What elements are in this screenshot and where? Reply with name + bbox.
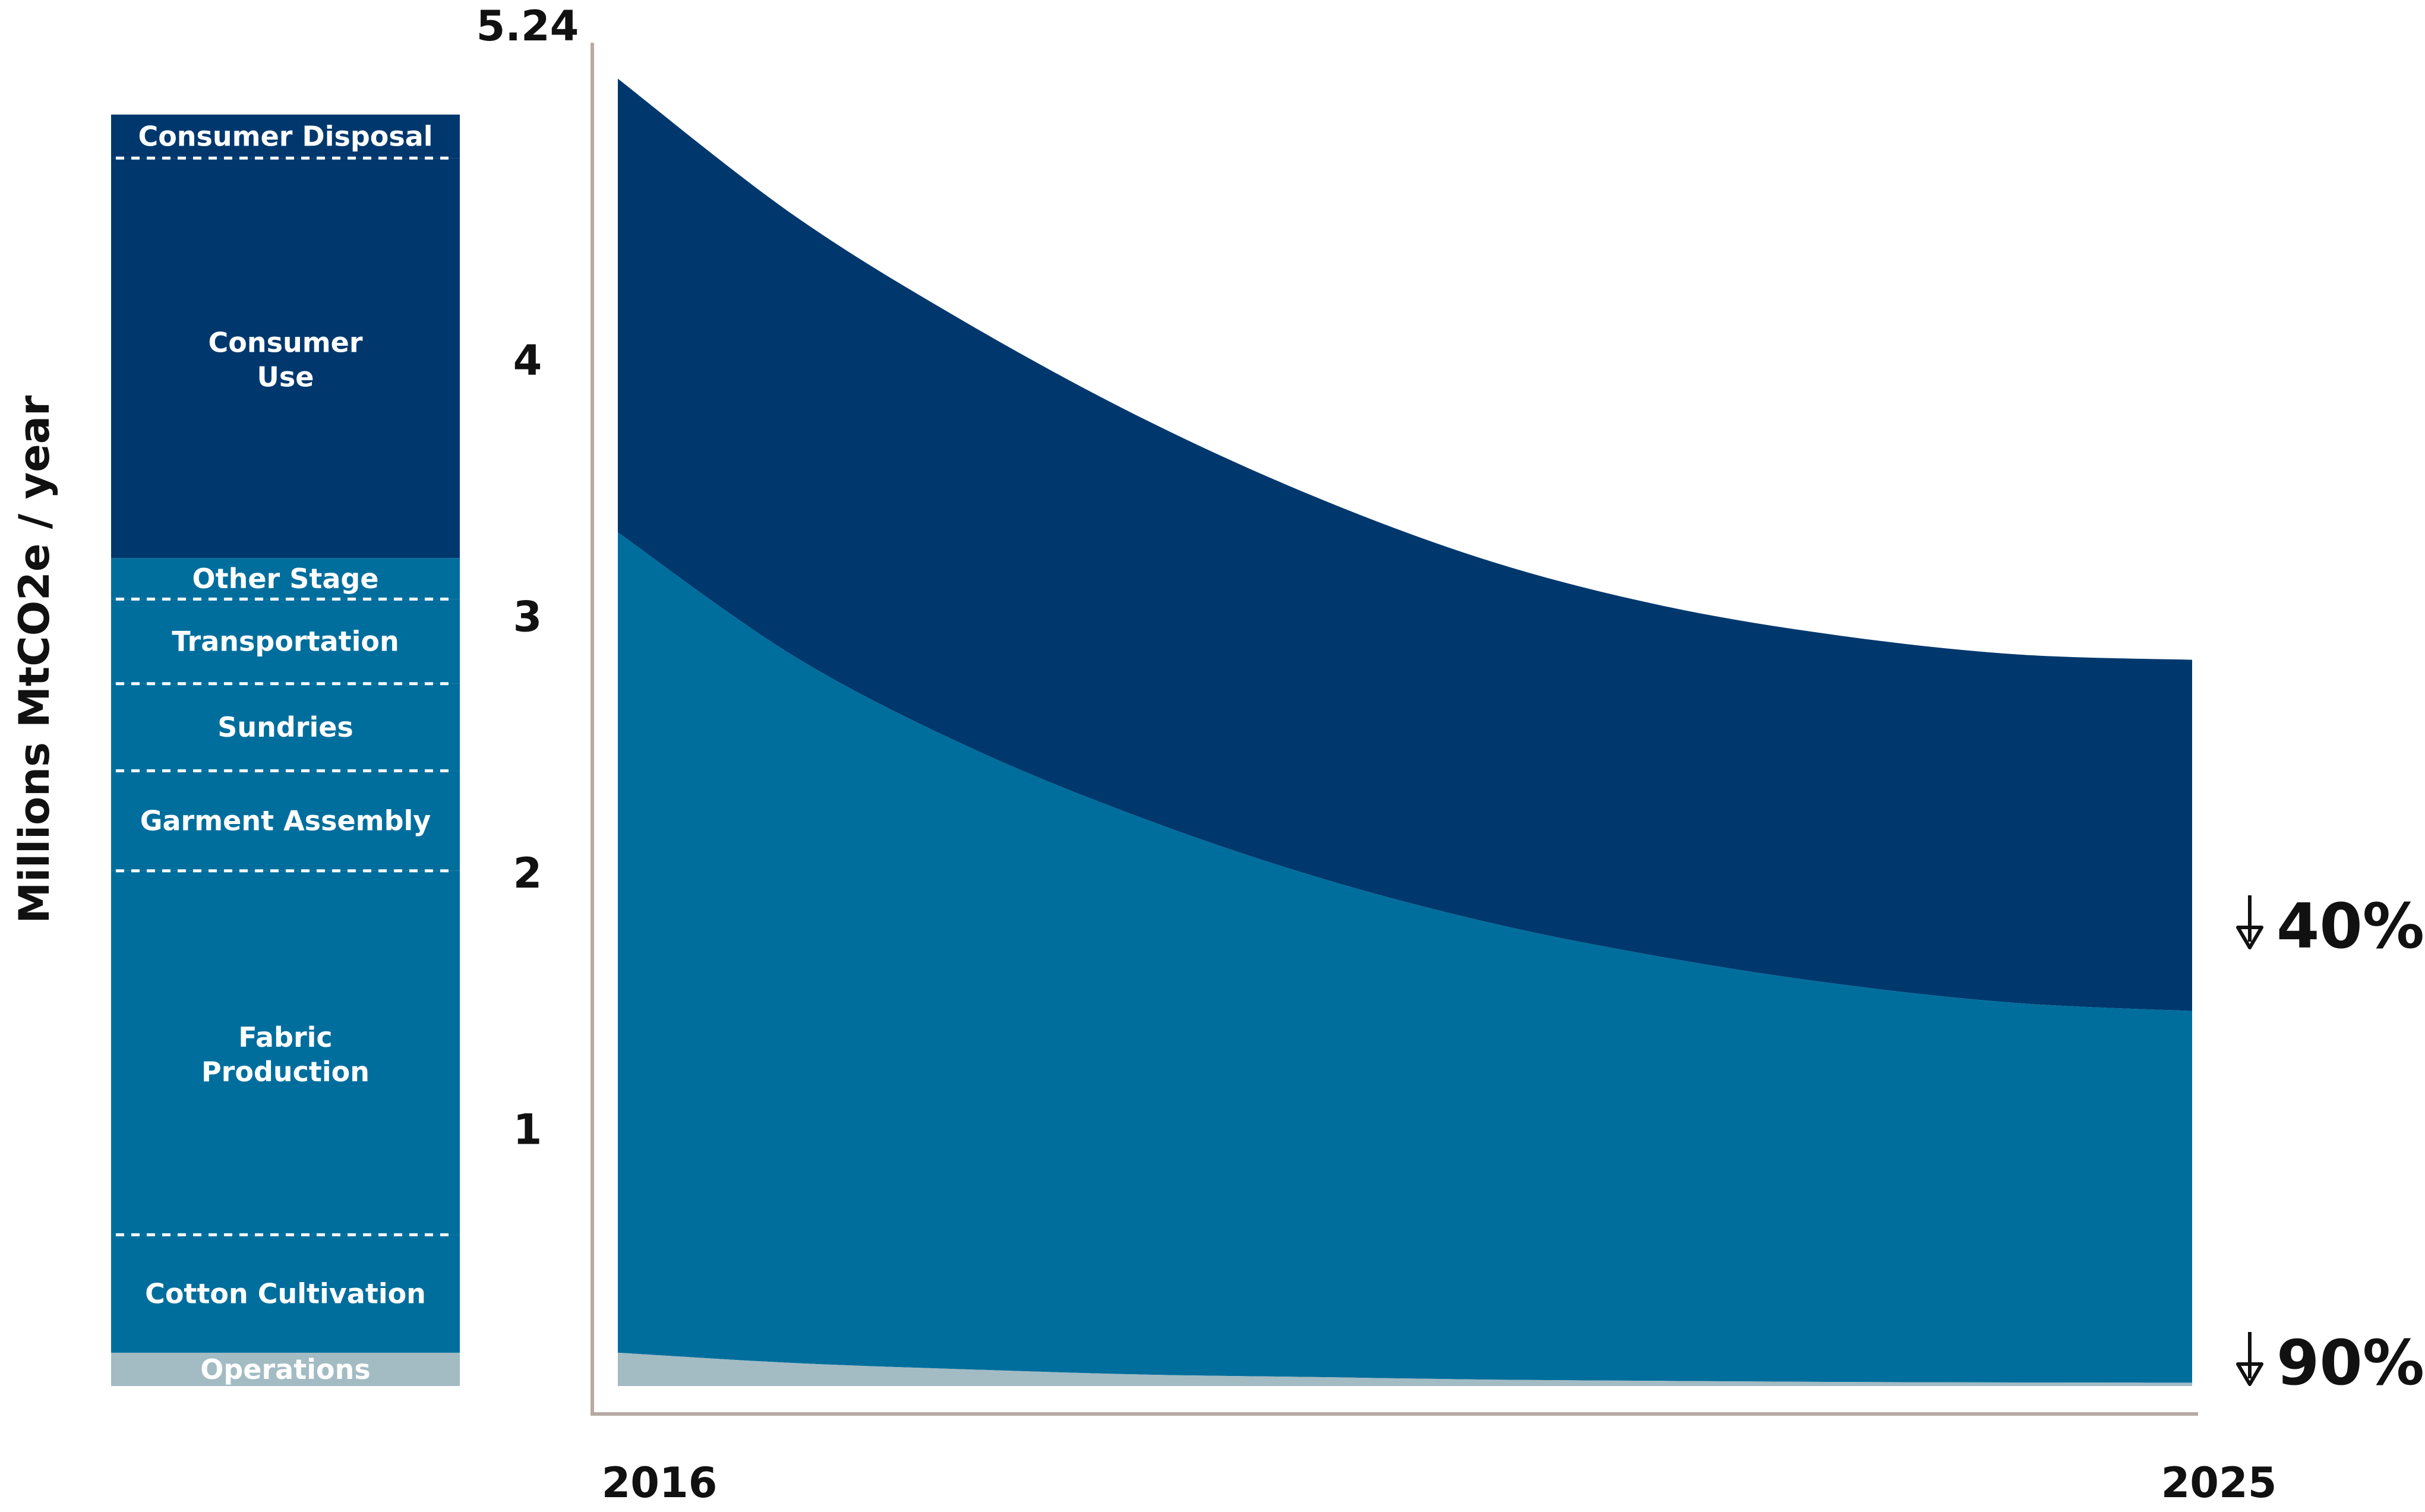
stack-label: Other Stage [192, 563, 378, 595]
area-series [618, 78, 2192, 1386]
area-operations [618, 1352, 2192, 1386]
stack-segment-other-stage [111, 558, 460, 599]
reduction-label: 90% [2276, 1327, 2424, 1399]
x-tick-label: 2025 [2161, 1459, 2277, 1507]
axes [591, 43, 2198, 1416]
stack-label: Sundries [217, 711, 353, 743]
stacked-breakdown-2016: Operations Cotton Cultivation Fabric Produc… [111, 114, 460, 1386]
area-consumer [618, 78, 2192, 1011]
stack-label: Fabric Production [201, 1021, 370, 1088]
stack-label: Operations [200, 1353, 370, 1385]
stack-segment-operations [111, 1352, 460, 1386]
stack-segment-garment-assembly [111, 771, 460, 871]
stack-label: Garment Assembly [140, 805, 431, 837]
stack-label: Consumer Use [208, 327, 362, 393]
y-tick-label: 1 [513, 1106, 542, 1154]
x-tick-label: 2016 [602, 1459, 718, 1507]
y-tick-label: 4 [513, 336, 542, 385]
tick-labels: 1 2 3 4 5.24 2016 2025 [476, 2, 2277, 1507]
stack-segment-sundries [111, 683, 460, 771]
stack-segment-consumer-disposal [111, 114, 460, 159]
stack-label: Transportation [172, 626, 399, 658]
stack-segment-cotton-cultivation [111, 1235, 460, 1353]
stack-segment-consumer-use [111, 158, 460, 558]
y-tick-label: 3 [513, 593, 542, 642]
reduction-annotations: 40% 90% [2236, 890, 2424, 1399]
stack-segment-transportation [111, 599, 460, 684]
y-tick-label: 2 [513, 849, 542, 898]
y-tick-label: 5.24 [476, 2, 579, 50]
down-arrow-icon [2236, 895, 2263, 949]
stack-label: Cotton Cultivation [145, 1278, 426, 1310]
reduction-label: 40% [2276, 890, 2424, 962]
stack-label: Consumer Disposal [138, 120, 432, 152]
y-axis-label: Millions MtCO2e / year [10, 395, 59, 923]
down-arrow-icon [2236, 1332, 2263, 1386]
stack-segment-fabric-production [111, 870, 460, 1235]
area-supply-chain [618, 532, 2192, 1383]
